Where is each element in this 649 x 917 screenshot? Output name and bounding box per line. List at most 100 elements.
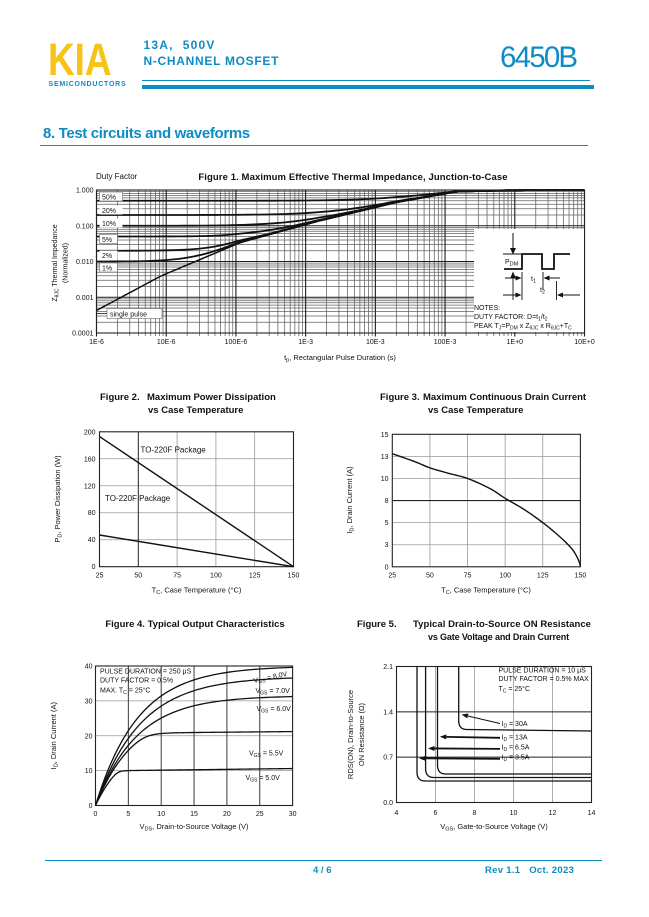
- svg-text:5%: 5%: [102, 237, 112, 244]
- svg-text:10: 10: [510, 810, 518, 817]
- svg-text:20%: 20%: [102, 208, 116, 215]
- svg-text:Figure 2.: Figure 2.: [100, 392, 140, 403]
- svg-text:Maximum Continuous Drain Curre: Maximum Continuous Drain Current: [423, 392, 587, 403]
- svg-text:120: 120: [84, 483, 96, 490]
- svg-text:30: 30: [85, 698, 93, 705]
- svg-text:8: 8: [473, 810, 477, 817]
- svg-text:Figure 4. Typical Output Chara: Figure 4. Typical Output Characteristics: [105, 619, 284, 630]
- svg-text:t1: t1: [531, 276, 536, 285]
- svg-text:10%: 10%: [102, 221, 116, 228]
- svg-text:2.1: 2.1: [383, 664, 393, 671]
- svg-text:Duty Factor: Duty Factor: [96, 172, 138, 181]
- svg-text:100E-6: 100E-6: [225, 339, 248, 346]
- svg-text:DUTY FACTOR = 0.5%: DUTY FACTOR = 0.5%: [100, 678, 173, 685]
- svg-text:14: 14: [588, 810, 596, 817]
- svg-text:4: 4: [395, 810, 399, 817]
- svg-text:200: 200: [84, 429, 96, 436]
- svg-text:1.4: 1.4: [383, 709, 393, 716]
- svg-text:VGS = 6.0V: VGS = 6.0V: [257, 706, 292, 715]
- svg-text:ID = 3.5A: ID = 3.5A: [502, 755, 530, 764]
- svg-text:Typical Drain-to-Source ON Res: Typical Drain-to-Source ON Resistance: [413, 619, 591, 630]
- svg-text:MAX. TC = 25°C: MAX. TC = 25°C: [100, 687, 150, 697]
- svg-text:30: 30: [289, 811, 297, 818]
- svg-text:ZθJC Thermal Impedance: ZθJC Thermal Impedance: [52, 224, 61, 301]
- svg-text:VGS = 7.0V: VGS = 7.0V: [256, 688, 291, 697]
- svg-text:ID, Drain Current (A): ID, Drain Current (A): [49, 702, 60, 770]
- svg-text:100E-3: 100E-3: [434, 339, 457, 346]
- svg-text:vs Case Temperature: vs Case Temperature: [428, 405, 523, 416]
- svg-text:0.0: 0.0: [383, 800, 393, 807]
- svg-text:1%: 1%: [102, 265, 112, 272]
- svg-text:vs Gate Voltage and Drain Curr: vs Gate Voltage and Drain Current: [428, 632, 569, 642]
- svg-text:vs Case Temperature: vs Case Temperature: [148, 405, 243, 416]
- svg-text:10E+0: 10E+0: [574, 339, 595, 346]
- svg-text:TC, Case Temperature (°C): TC, Case Temperature (°C): [152, 586, 242, 597]
- svg-text:ON Resistance (Ω): ON Resistance (Ω): [357, 702, 366, 766]
- svg-text:1.000: 1.000: [76, 188, 94, 195]
- svg-text:125: 125: [249, 573, 261, 580]
- svg-text:10E-6: 10E-6: [157, 339, 176, 346]
- svg-text:50%: 50%: [102, 194, 116, 201]
- svg-text:1E-6: 1E-6: [89, 339, 104, 346]
- svg-text:80: 80: [88, 510, 96, 517]
- svg-text:0.100: 0.100: [76, 223, 94, 230]
- svg-text:ID = 13A: ID = 13A: [502, 735, 528, 744]
- svg-text:Figure 5.: Figure 5.: [357, 619, 397, 630]
- svg-text:Figure 1. Maximum Effective Th: Figure 1. Maximum Effective Thermal Impe…: [198, 172, 507, 183]
- svg-text:10: 10: [157, 811, 165, 818]
- svg-text:DUTY FACTOR = 0.5% MAX: DUTY FACTOR = 0.5% MAX: [499, 676, 590, 683]
- svg-text:single pulse: single pulse: [110, 312, 147, 319]
- svg-text:VGS = 5.5V: VGS = 5.5V: [249, 751, 284, 760]
- svg-text:PDM: PDM: [505, 259, 519, 268]
- svg-text:15: 15: [381, 432, 389, 439]
- svg-text:12: 12: [549, 810, 557, 817]
- svg-text:Maximum Power Dissipation: Maximum Power Dissipation: [147, 392, 276, 403]
- svg-text:40: 40: [85, 664, 93, 671]
- svg-text:8: 8: [385, 498, 389, 505]
- svg-text:TO-220F Package: TO-220F Package: [105, 494, 171, 503]
- svg-text:PULSE DURATION = 10 μS: PULSE DURATION = 10 μS: [499, 668, 587, 675]
- svg-text:160: 160: [84, 456, 96, 463]
- svg-text:25: 25: [388, 573, 396, 580]
- svg-text:ID = 6.5A: ID = 6.5A: [502, 745, 530, 754]
- svg-text:ID, Drain Current (A): ID, Drain Current (A): [345, 466, 356, 534]
- svg-text:5: 5: [385, 520, 389, 527]
- svg-text:0: 0: [94, 811, 98, 818]
- svg-text:1E-3: 1E-3: [298, 339, 313, 346]
- svg-text:2%: 2%: [102, 253, 112, 260]
- svg-text:0.001: 0.001: [76, 295, 94, 302]
- svg-text:VDS, Drain-to-Source Voltage (: VDS, Drain-to-Source Voltage (V): [140, 822, 249, 833]
- svg-text:0: 0: [92, 564, 96, 571]
- svg-text:10: 10: [85, 768, 93, 775]
- svg-text:ID = 30A: ID = 30A: [502, 721, 528, 730]
- svg-text:RDS(ON), Drain-to-Source: RDS(ON), Drain-to-Source: [346, 690, 355, 779]
- svg-text:75: 75: [464, 573, 472, 580]
- svg-text:6: 6: [434, 810, 438, 817]
- svg-text:25: 25: [256, 811, 264, 818]
- svg-text:50: 50: [426, 573, 434, 580]
- svg-text:5: 5: [126, 811, 130, 818]
- svg-text:tp, Rectangular Pulse Duration: tp, Rectangular Pulse Duration (s): [284, 353, 396, 364]
- svg-text:VGS = 5.0V: VGS = 5.0V: [246, 775, 281, 784]
- svg-text:50: 50: [134, 573, 142, 580]
- svg-text:TO-220F Package: TO-220F Package: [141, 446, 207, 455]
- svg-text:PEAK TJ=PDM x ZθJC x RθJC+TC: PEAK TJ=PDM x ZθJC x RθJC+TC: [474, 323, 572, 332]
- svg-text:75: 75: [173, 573, 181, 580]
- svg-text:t2: t2: [540, 287, 545, 296]
- svg-text:10E-3: 10E-3: [366, 339, 385, 346]
- svg-text:15: 15: [190, 811, 198, 818]
- svg-text:3: 3: [385, 542, 389, 549]
- svg-text:DUTY FACTOR: D=t1/t2: DUTY FACTOR: D=t1/t2: [474, 314, 548, 323]
- svg-text:0: 0: [385, 564, 389, 571]
- svg-text:150: 150: [575, 573, 587, 580]
- svg-text:150: 150: [288, 573, 300, 580]
- svg-text:100: 100: [499, 573, 511, 580]
- svg-text:13: 13: [381, 454, 389, 461]
- svg-text:125: 125: [537, 573, 549, 580]
- svg-text:20: 20: [85, 733, 93, 740]
- svg-text:Figure 3.: Figure 3.: [380, 392, 420, 403]
- svg-text:10: 10: [381, 476, 389, 483]
- svg-text:40: 40: [88, 537, 96, 544]
- svg-text:PULSE DURATION = 250 μS: PULSE DURATION = 250 μS: [100, 669, 192, 676]
- svg-text:(Normalized): (Normalized): [63, 243, 70, 283]
